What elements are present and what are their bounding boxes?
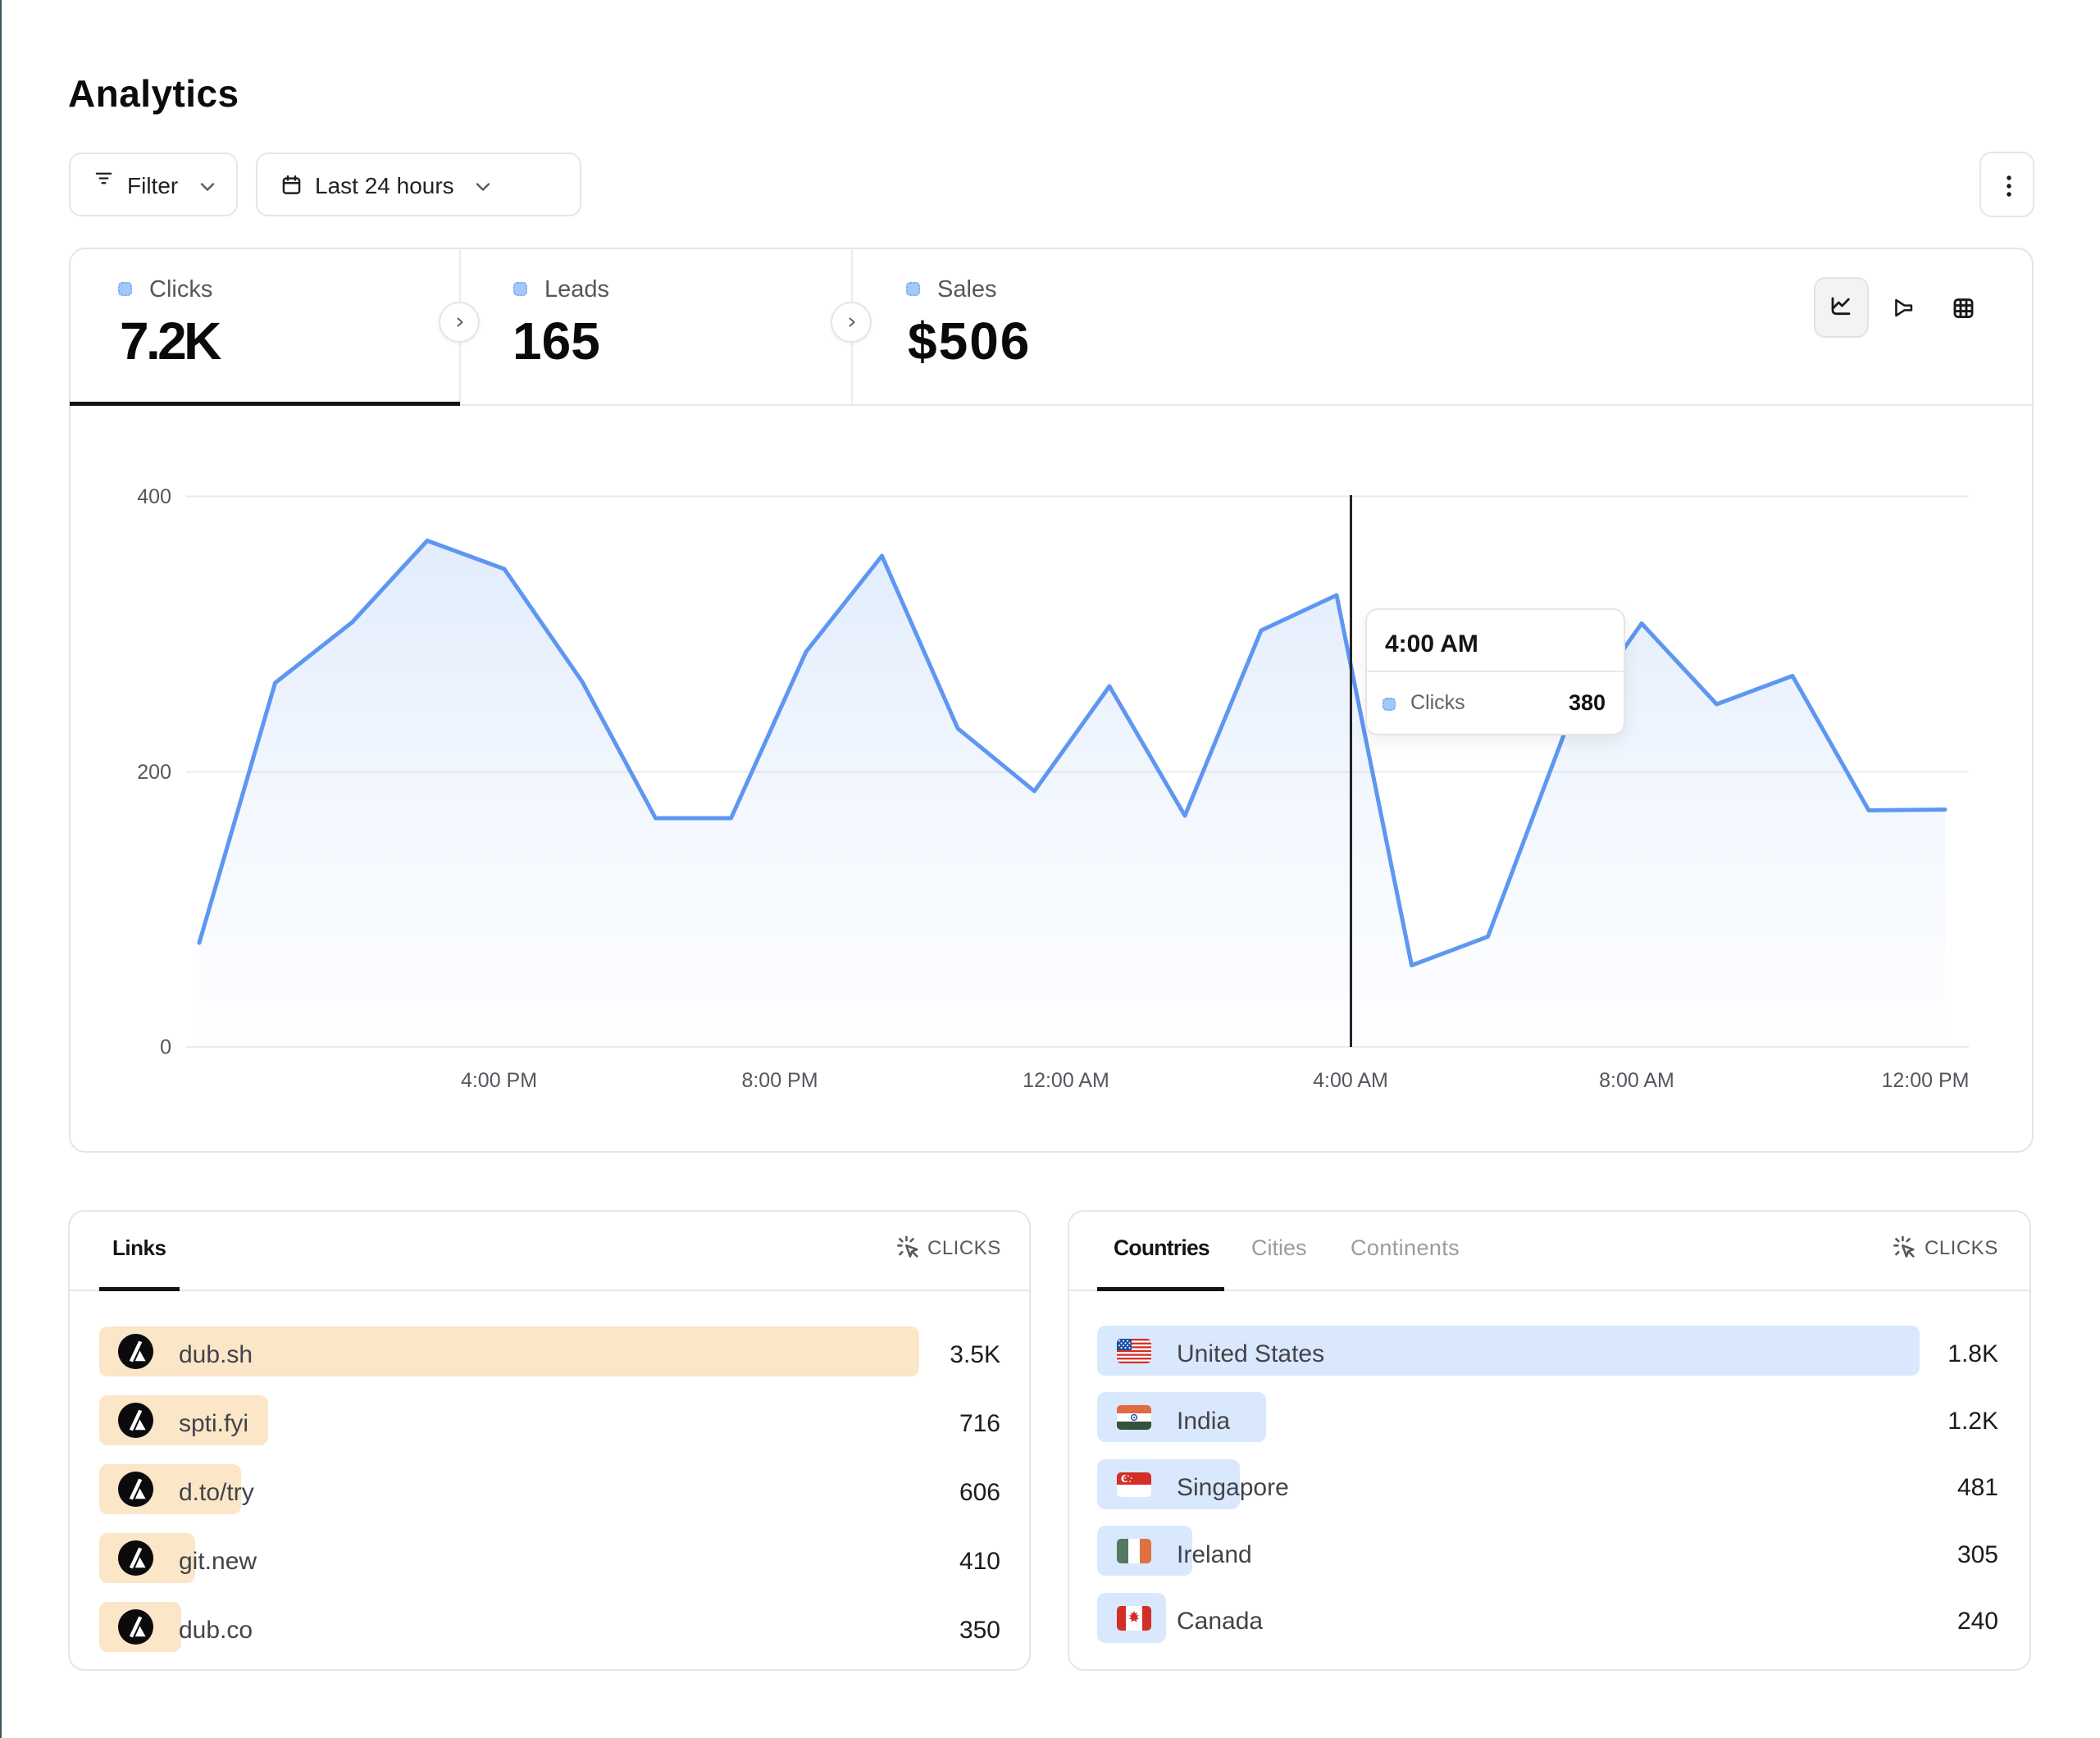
svg-text:12:00 PM: 12:00 PM	[1881, 1069, 1969, 1092]
svg-text:200: 200	[137, 761, 171, 784]
svg-text:4:00 PM: 4:00 PM	[461, 1069, 537, 1092]
svg-text:8:00 AM: 8:00 AM	[1599, 1069, 1674, 1092]
svg-text:0: 0	[160, 1036, 171, 1059]
svg-text:400: 400	[137, 485, 171, 508]
svg-text:12:00 AM: 12:00 AM	[1023, 1069, 1109, 1092]
svg-text:8:00 PM: 8:00 PM	[741, 1069, 818, 1092]
svg-text:4:00 AM: 4:00 AM	[1313, 1069, 1388, 1092]
